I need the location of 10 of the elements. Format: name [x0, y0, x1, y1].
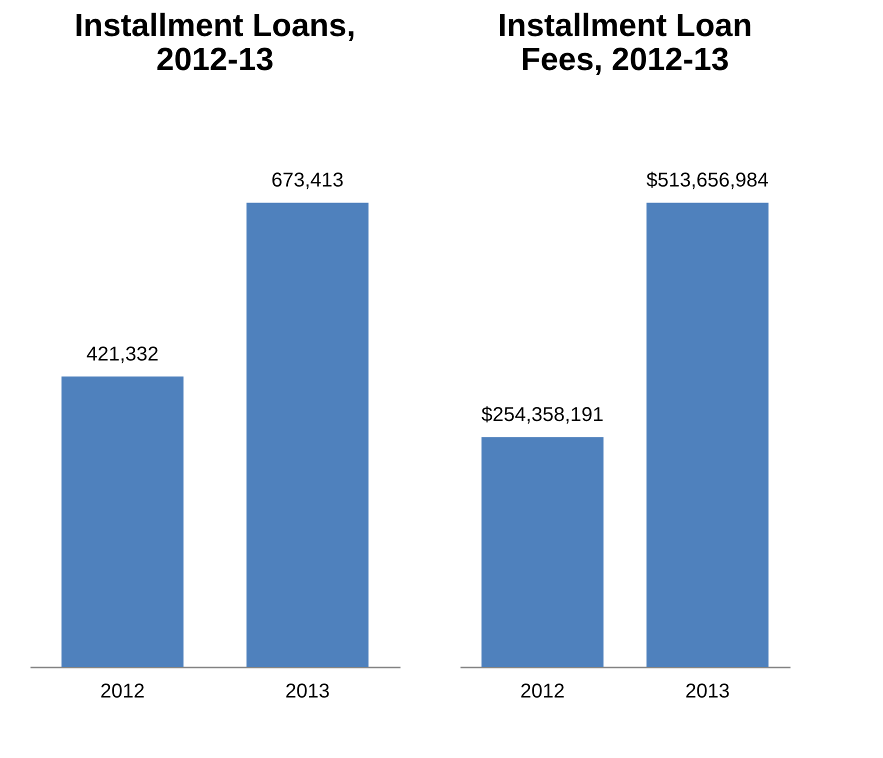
data-label: $513,656,984: [646, 170, 769, 192]
x-tick-label: 2012: [100, 680, 145, 702]
chart-title: Installment Loans, 2012-13: [74, 7, 356, 77]
x-tick-label: 2012: [520, 680, 565, 702]
x-tick-label: 2013: [285, 680, 330, 702]
chart-title: Installment Loan Fees, 2012-13: [498, 7, 752, 77]
x-tick-label: 2013: [685, 680, 730, 702]
data-label: 421,332: [86, 344, 159, 366]
data-label: $254,358,191: [481, 404, 604, 426]
data-label: 673,413: [271, 170, 344, 192]
